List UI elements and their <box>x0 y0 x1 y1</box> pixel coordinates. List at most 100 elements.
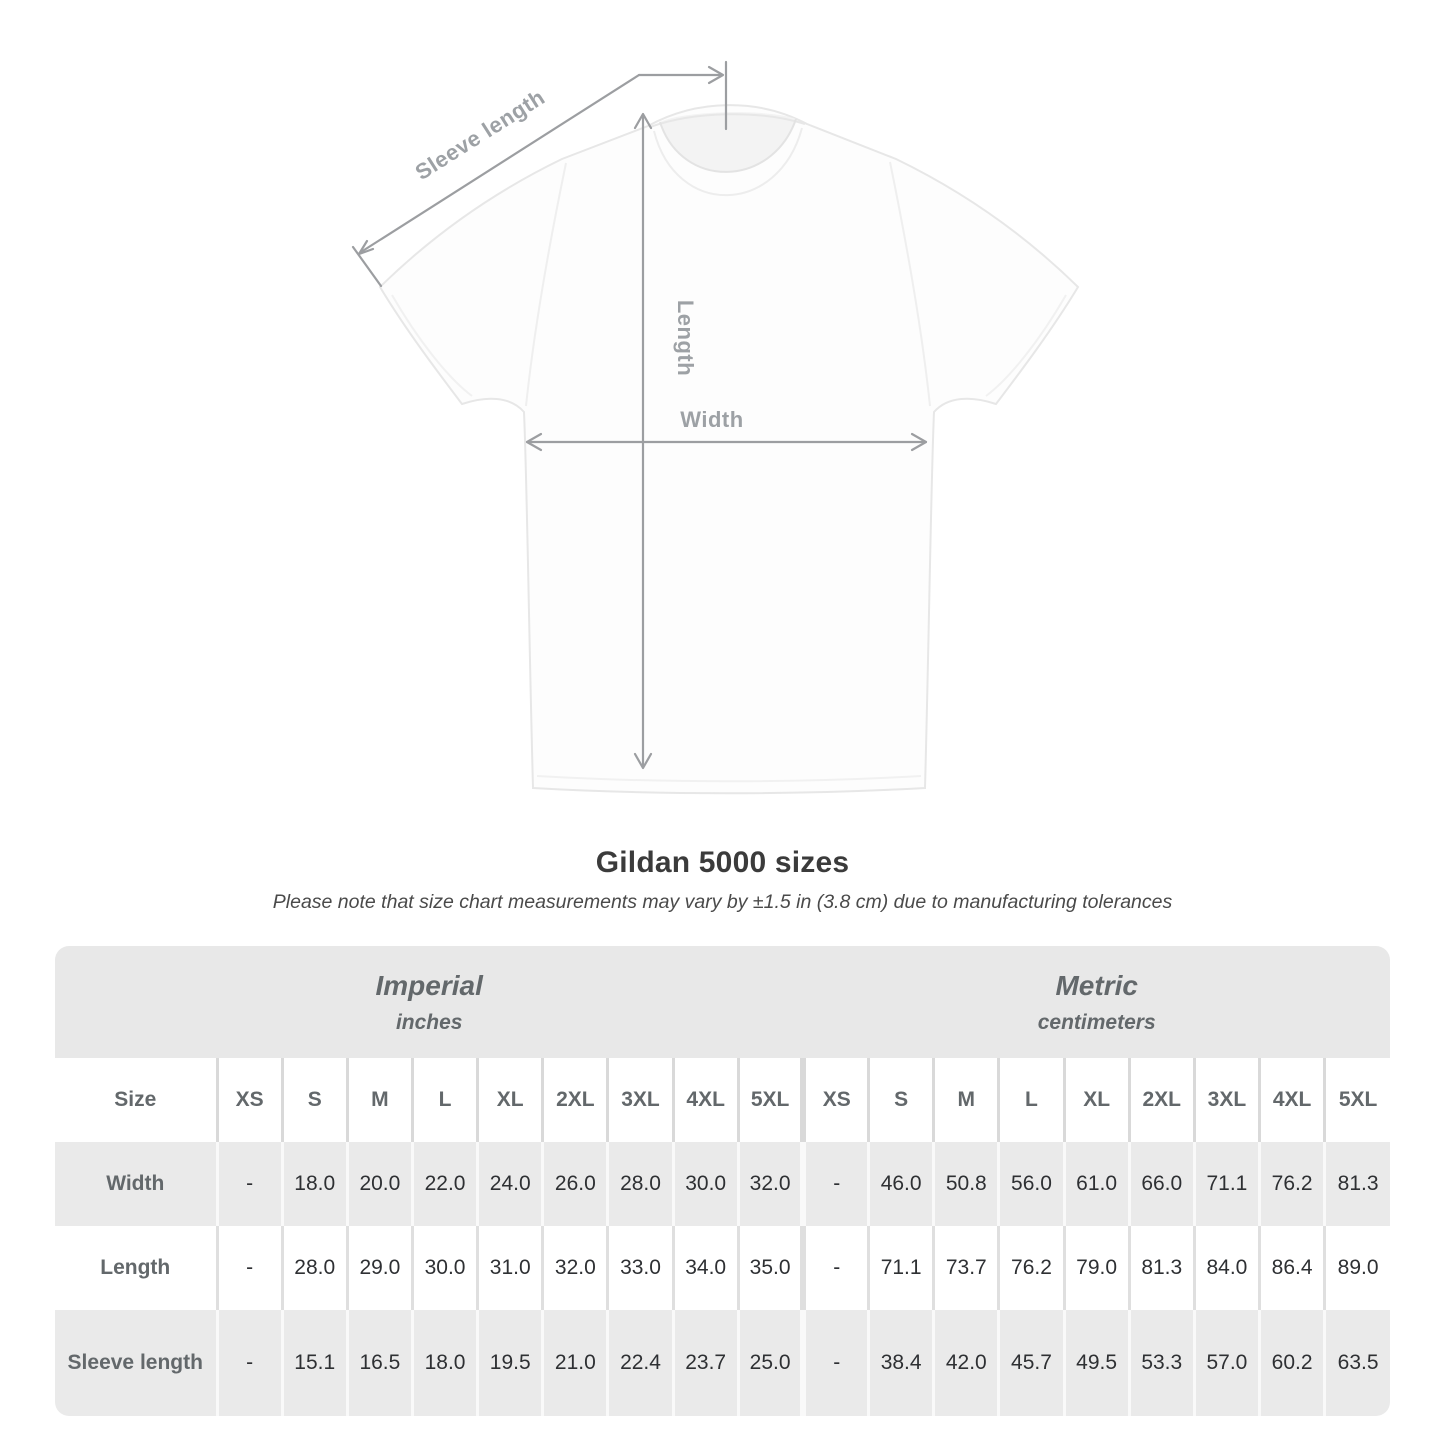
table-row: Sleeve length -15.1 16.5 18.0 19.5 21.0 22.4 23… <box>55 1310 1390 1416</box>
length-arrow-up <box>633 112 653 130</box>
size-column-header: 3XL <box>606 1058 674 1142</box>
sleeve-length-label: Sleeve length <box>411 84 550 185</box>
value-cell: 57.0 <box>1192 1310 1260 1416</box>
value-cell: 33.0 <box>606 1226 674 1310</box>
imperial-label: Imperial <box>375 969 483 1001</box>
value-cell: 28.0 <box>280 1226 348 1310</box>
value-cell: 29.0 <box>345 1226 413 1310</box>
size-column-header: S <box>280 1058 348 1142</box>
collar-band-lower-edge <box>649 113 806 128</box>
value-cell: 66.0 <box>1127 1142 1195 1226</box>
value-cell: 30.0 <box>410 1226 478 1310</box>
value-cell: - <box>800 1142 869 1226</box>
value-cell: 81.3 <box>1323 1142 1390 1226</box>
value-cell: 31.0 <box>476 1226 543 1310</box>
value-cell: 19.5 <box>476 1310 543 1416</box>
size-column-header: 2XL <box>1127 1058 1195 1142</box>
left-cuff-stitch <box>391 294 473 397</box>
value-cell: 73.7 <box>932 1226 999 1310</box>
value-cell: 60.2 <box>1257 1310 1325 1416</box>
value-cell: - <box>800 1310 869 1416</box>
tshirt-body <box>378 104 1080 795</box>
size-column-header: XS <box>215 1058 283 1142</box>
size-column-header: 3XL <box>1192 1058 1260 1142</box>
value-cell: - <box>215 1226 283 1310</box>
hem-stitch <box>536 775 922 783</box>
value-cell: 18.0 <box>410 1310 478 1416</box>
value-cell: 22.4 <box>606 1310 674 1416</box>
tolerance-note: Please note that size chart measurements… <box>272 891 1173 913</box>
value-cell: 76.2 <box>1257 1142 1325 1226</box>
value-cell: 46.0 <box>867 1142 934 1226</box>
value-cell: 81.3 <box>1127 1226 1195 1310</box>
size-column-header: M <box>932 1058 999 1142</box>
right-cuff-stitch <box>985 294 1067 397</box>
value-cell: 23.7 <box>671 1310 739 1416</box>
size-column-header: 5XL <box>1323 1058 1390 1142</box>
value-cell: 35.0 <box>736 1226 804 1310</box>
value-cell: 26.0 <box>541 1142 608 1226</box>
metric-section-header: Metric centimeters <box>803 946 1390 1058</box>
value-cell: 84.0 <box>1192 1226 1260 1310</box>
imperial-unit-label: inches <box>395 1010 463 1034</box>
value-cell: 18.0 <box>280 1142 348 1226</box>
size-column-header: XL <box>1062 1058 1130 1142</box>
value-cell: 86.4 <box>1257 1226 1325 1310</box>
tshirt-measurement-diagram: Sleeve length Length Width <box>351 60 1080 795</box>
page-title: Gildan 5000 sizes <box>595 846 850 879</box>
collar-opening-shadow <box>660 112 796 172</box>
sleeve-arrow-tip <box>357 239 375 256</box>
value-cell: 28.0 <box>606 1142 674 1226</box>
value-cell: 50.8 <box>932 1142 999 1226</box>
value-cell: 34.0 <box>671 1226 739 1310</box>
value-cell: 49.5 <box>1062 1310 1130 1416</box>
value-cell: 76.2 <box>997 1226 1065 1310</box>
tshirt-illustration <box>378 104 1080 795</box>
value-cell: 56.0 <box>997 1142 1065 1226</box>
size-column-header: L <box>997 1058 1065 1142</box>
value-cell: 21.0 <box>541 1310 608 1416</box>
metric-unit-label: centimeters <box>1037 1010 1156 1034</box>
size-column-header: L <box>410 1058 478 1142</box>
size-corner-header: Size <box>55 1058 217 1142</box>
value-cell: - <box>215 1310 283 1416</box>
metric-label: Metric <box>1055 969 1138 1001</box>
value-cell: 24.0 <box>476 1142 543 1226</box>
value-cell: 15.1 <box>280 1310 348 1416</box>
value-cell: 30.0 <box>671 1142 739 1226</box>
size-column-header: 2XL <box>541 1058 608 1142</box>
value-cell: 42.0 <box>932 1310 999 1416</box>
row-label: Width <box>55 1142 217 1226</box>
sleeve-dimension-diagonal <box>359 73 641 254</box>
value-cell: 61.0 <box>1062 1142 1130 1226</box>
value-cell: 38.4 <box>867 1310 934 1416</box>
size-column-header: XS <box>800 1058 869 1142</box>
size-column-header: 4XL <box>1257 1058 1325 1142</box>
width-label: Width <box>680 407 743 432</box>
value-cell: 79.0 <box>1062 1226 1130 1310</box>
left-sleeve-seam <box>525 162 567 407</box>
tshirt-diagram-svg: Sleeve length Length Width <box>351 60 1080 795</box>
width-arrow-left <box>525 432 543 452</box>
value-cell: 22.0 <box>410 1142 478 1226</box>
value-cell: 71.1 <box>1192 1142 1260 1226</box>
size-table-grid: Imperial inches Metric centimeters Size … <box>55 946 1390 1416</box>
value-cell: - <box>800 1226 869 1310</box>
measurement-lines <box>351 60 928 770</box>
value-cell: 32.0 <box>541 1226 608 1310</box>
value-cell: 16.5 <box>345 1310 413 1416</box>
value-cell: 25.0 <box>736 1310 804 1416</box>
value-cell: 32.0 <box>736 1142 804 1226</box>
table-row: Length -28.0 29.0 30.0 31.0 32.0 33.0 34.0 35.0-… <box>55 1226 1390 1310</box>
value-cell: 89.0 <box>1323 1226 1390 1310</box>
collar-inner-opening <box>659 118 797 173</box>
size-table-body: Width -18.0 20.0 22.0 24.0 26.0 28.0 30.0 32.0-4… <box>55 1142 1390 1416</box>
size-column-header: S <box>867 1058 934 1142</box>
row-label: Length <box>100 1256 171 1279</box>
imperial-section-header: Imperial inches <box>55 946 804 1058</box>
size-column-header: M <box>345 1058 413 1142</box>
value-cell: 20.0 <box>345 1142 413 1226</box>
value-cell: 53.3 <box>1127 1310 1195 1416</box>
size-column-header: XL <box>476 1058 543 1142</box>
size-column-header: 5XL <box>736 1058 804 1142</box>
